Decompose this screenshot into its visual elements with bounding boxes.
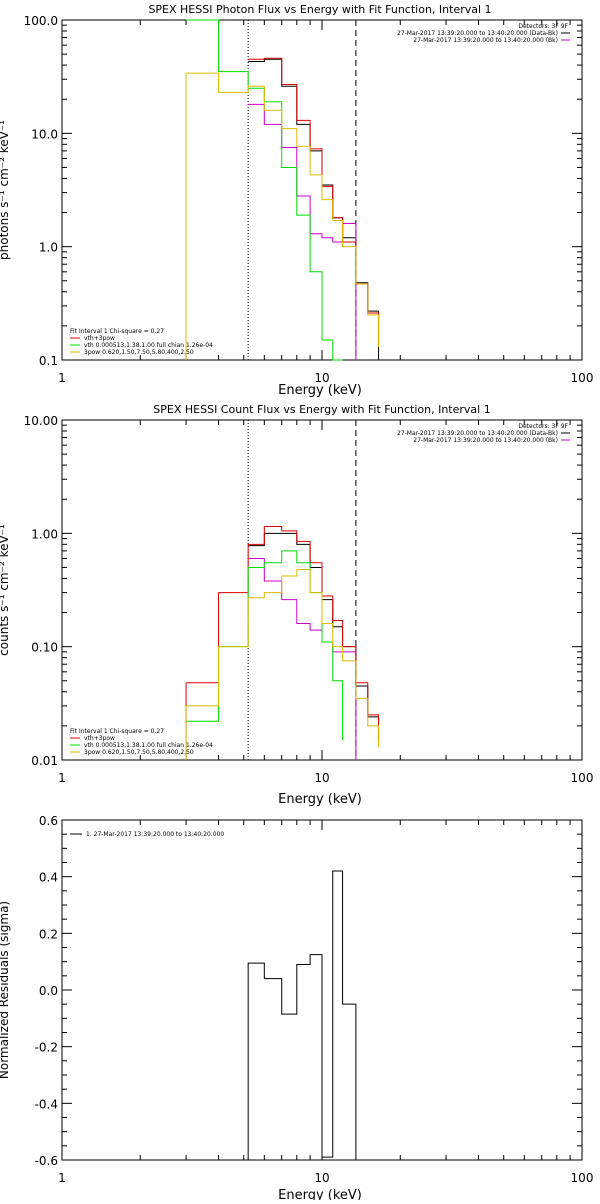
panel2-fit-legend-0: Fit Interval 1 Chi-square = 0.27 — [70, 728, 164, 735]
y-tick-label: 1.00 — [31, 527, 58, 541]
y-tick-label: 0.01 — [31, 754, 58, 768]
histogram-series — [186, 72, 380, 348]
y-tick-label: 0.0 — [39, 984, 58, 998]
histogram-series — [248, 557, 357, 760]
y-tick-label: -0.6 — [35, 1154, 58, 1168]
y-tick-label: -0.2 — [35, 1041, 58, 1055]
panel3-legend-header-0: 1. 27-Mar-2017 13:39:20.000 to 13:40:20.… — [86, 831, 224, 838]
y-tick-label: -0.4 — [35, 1097, 58, 1111]
x-tick-label: 100 — [571, 1171, 594, 1185]
x-tick-label: 10 — [314, 371, 329, 385]
panel2-fit-legend-2: vth 0.000513,1.38,1.00 full chian 1.26e-… — [84, 742, 213, 749]
panel1-fit-legend-3: 3pow 0.620,1.50,7.50,5.80,400,2.50 — [84, 349, 194, 356]
panel1-ylabel: photons s⁻¹ cm⁻² keV⁻¹ — [0, 120, 11, 260]
panel1-legend-header-0: Detectors: 3F 9F — [518, 23, 568, 30]
x-tick-label: 1 — [58, 371, 66, 385]
y-tick-label: 0.4 — [39, 871, 58, 885]
panel2-title: SPEX HESSI Count Flux vs Energy with Fit… — [153, 403, 490, 416]
y-tick-label: 1.0 — [39, 241, 58, 255]
histogram-series — [247, 870, 357, 1160]
y-tick-label: 0.10 — [31, 641, 58, 655]
y-tick-label: 10.00 — [24, 414, 58, 428]
y-tick-label: 100.0 — [24, 14, 58, 28]
panel2-legend-header-2: 27-Mar-2017 13:39:20.000 to 13:40:20.000… — [413, 437, 558, 444]
count-flux-panel: SPEX HESSI Count Flux vs Energy with Fit… — [0, 403, 593, 807]
y-tick-label: 0.1 — [39, 354, 58, 368]
photon-flux-panel: SPEX HESSI Photon Flux vs Energy with Fi… — [0, 3, 593, 398]
panel3-ylabel: Normalized Residuals (sigma) — [0, 901, 11, 1079]
panel1-legend-header-1: 27-Mar-2017 13:39:20.000 to 13:40:20.000… — [397, 30, 558, 37]
x-tick-label: 100 — [571, 371, 594, 385]
histogram-series — [248, 532, 380, 741]
panel1-fit-legend-0: Fit Interval 1 Chi-square = 0.27 — [70, 328, 164, 335]
panel3-xlabel: Energy (keV) — [278, 1188, 362, 1200]
y-tick-label: 0.6 — [39, 814, 58, 828]
panel2-fit-legend-1: vth+3pow — [84, 735, 115, 742]
panel1-xlabel: Energy (keV) — [278, 383, 362, 398]
panel2-legend-header-0: Detectors: 3F 9F — [518, 423, 568, 430]
histogram-series — [186, 19, 343, 361]
x-tick-label: 1 — [58, 771, 66, 785]
y-tick-label: 10.0 — [31, 127, 58, 141]
panel2-fit-legend-3: 3pow 0.620,1.50,7.50,5.80,400,2.50 — [84, 749, 194, 756]
x-tick-label: 10 — [314, 771, 329, 785]
x-tick-label: 1 — [58, 1171, 66, 1185]
panel1-fit-legend-2: vth 0.000513,1.38,1.00 full chian 1.26e-… — [84, 342, 213, 349]
panel2-xlabel: Energy (keV) — [278, 792, 362, 807]
panel2-legend-header-1: 27-Mar-2017 13:39:20.000 to 13:40:20.000… — [397, 430, 558, 437]
y-tick-label: 0.2 — [39, 927, 58, 941]
x-tick-label: 10 — [314, 1171, 329, 1185]
panel1-fit-legend-1: vth+3pow — [84, 335, 115, 342]
panel1-legend-header-2: 27-Mar-2017 13:39:20.000 to 13:40:20.000… — [413, 37, 558, 44]
panel2-ylabel: counts s⁻¹ cm⁻² keV⁻¹ — [0, 524, 11, 656]
histogram-series — [186, 568, 380, 748]
x-tick-label: 100 — [571, 771, 594, 785]
residuals-panel: Energy (keV) Normalized Residuals (sigma… — [0, 814, 594, 1203]
panel1-title: SPEX HESSI Photon Flux vs Energy with Fi… — [148, 3, 491, 16]
